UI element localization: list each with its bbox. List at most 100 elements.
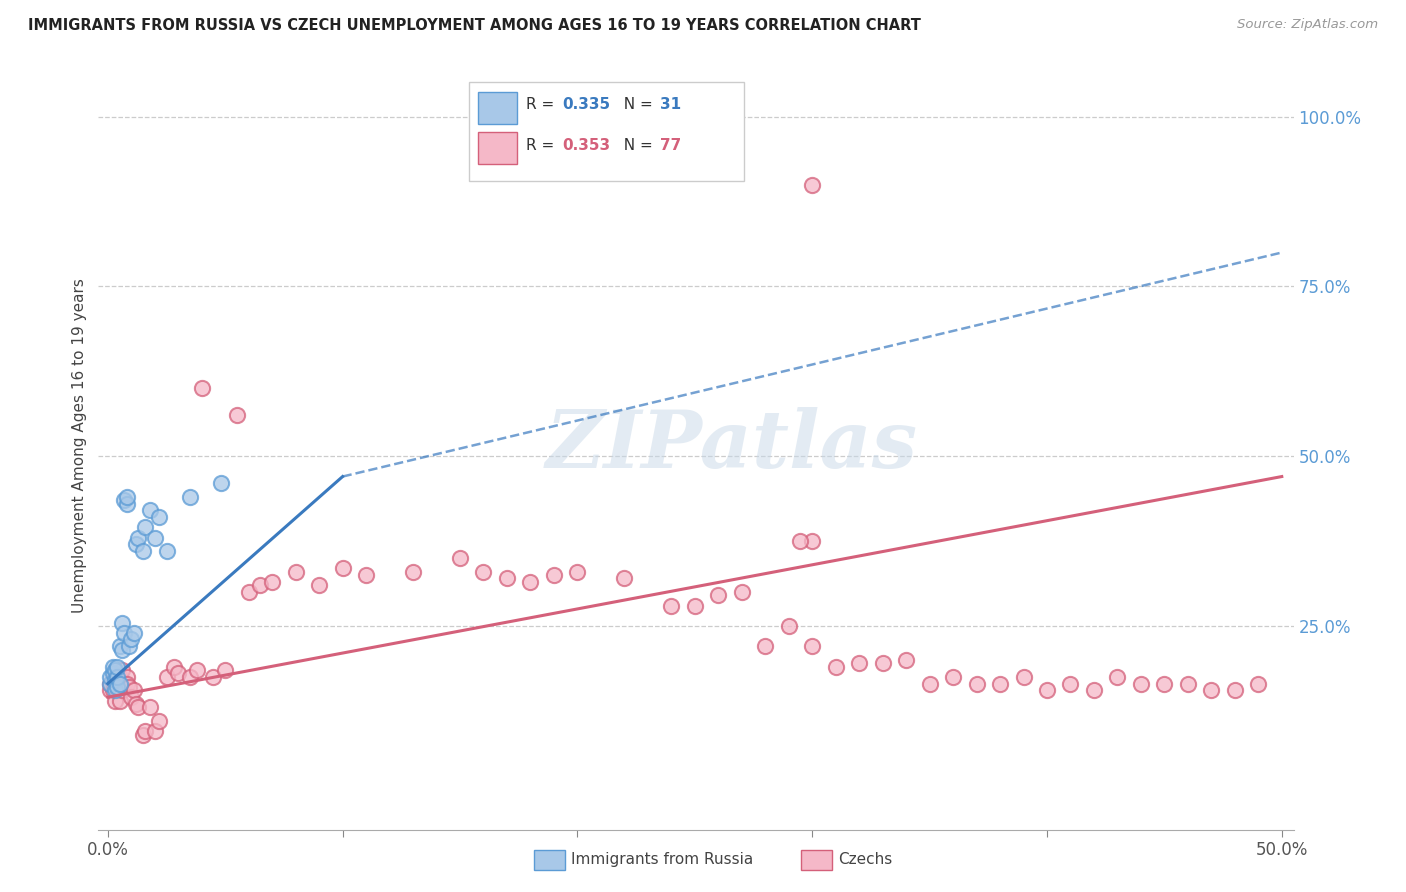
- Point: [754, 640, 776, 654]
- Point: [472, 565, 495, 579]
- Point: [778, 619, 800, 633]
- Point: [115, 670, 138, 684]
- Point: [120, 632, 142, 647]
- Point: [108, 693, 131, 707]
- Text: IMMIGRANTS FROM RUSSIA VS CZECH UNEMPLOYMENT AMONG AGES 16 TO 19 YEARS CORRELATI: IMMIGRANTS FROM RUSSIA VS CZECH UNEMPLOY…: [28, 18, 921, 33]
- Point: [101, 659, 124, 673]
- Point: [848, 657, 870, 671]
- Point: [125, 537, 148, 551]
- Text: ZIPatlas: ZIPatlas: [546, 408, 918, 484]
- Point: [1107, 670, 1129, 684]
- Point: [112, 676, 135, 690]
- Point: [101, 666, 124, 681]
- Point: [139, 503, 162, 517]
- Point: [1247, 676, 1270, 690]
- Text: N =: N =: [613, 97, 657, 112]
- Point: [1012, 670, 1035, 684]
- Point: [104, 680, 127, 694]
- Point: [519, 574, 541, 589]
- FancyBboxPatch shape: [478, 132, 517, 164]
- Point: [104, 673, 127, 688]
- Point: [111, 663, 134, 677]
- Point: [449, 551, 471, 566]
- Point: [659, 599, 682, 613]
- Point: [966, 676, 988, 690]
- Point: [108, 676, 131, 690]
- Point: [111, 642, 134, 657]
- Point: [101, 683, 124, 698]
- Point: [104, 683, 127, 698]
- Point: [1153, 676, 1175, 690]
- Point: [125, 697, 148, 711]
- Point: [918, 676, 941, 690]
- Point: [105, 680, 128, 694]
- Point: [354, 568, 377, 582]
- Point: [118, 680, 141, 694]
- Point: [179, 670, 201, 684]
- Point: [731, 585, 754, 599]
- Point: [186, 663, 208, 677]
- Point: [238, 585, 260, 599]
- Text: 77: 77: [661, 137, 682, 153]
- FancyBboxPatch shape: [470, 81, 744, 181]
- Point: [115, 490, 138, 504]
- Text: 0.353: 0.353: [562, 137, 610, 153]
- Point: [132, 727, 155, 741]
- Point: [402, 565, 425, 579]
- Text: 0.335: 0.335: [562, 97, 610, 112]
- Point: [1036, 683, 1059, 698]
- Point: [226, 409, 249, 423]
- Point: [308, 578, 330, 592]
- Text: 31: 31: [661, 97, 682, 112]
- Point: [98, 670, 121, 684]
- Text: R =: R =: [526, 97, 560, 112]
- Point: [120, 690, 142, 705]
- Point: [132, 544, 155, 558]
- Point: [209, 476, 232, 491]
- Point: [98, 683, 121, 698]
- Point: [1177, 676, 1199, 690]
- Point: [101, 673, 124, 688]
- Point: [108, 670, 131, 684]
- Point: [496, 571, 519, 585]
- Point: [284, 565, 307, 579]
- Point: [824, 659, 846, 673]
- Point: [214, 663, 236, 677]
- Point: [707, 588, 730, 602]
- Text: R =: R =: [526, 137, 560, 153]
- Point: [801, 178, 824, 192]
- Point: [148, 510, 170, 524]
- Point: [179, 490, 201, 504]
- Point: [122, 625, 145, 640]
- Point: [118, 640, 141, 654]
- Point: [112, 493, 135, 508]
- Point: [108, 640, 131, 654]
- Point: [1223, 683, 1246, 698]
- Point: [789, 534, 811, 549]
- Point: [1059, 676, 1081, 690]
- Point: [1083, 683, 1105, 698]
- Point: [127, 531, 149, 545]
- Point: [143, 724, 166, 739]
- Point: [1201, 683, 1223, 698]
- Point: [111, 615, 134, 630]
- Point: [105, 670, 128, 684]
- Point: [262, 574, 284, 589]
- Point: [104, 693, 127, 707]
- Point: [115, 497, 138, 511]
- Point: [162, 659, 184, 673]
- Point: [155, 670, 177, 684]
- Point: [332, 561, 354, 575]
- Point: [942, 670, 965, 684]
- Point: [249, 578, 271, 592]
- Point: [567, 565, 589, 579]
- Point: [543, 568, 565, 582]
- Point: [112, 625, 135, 640]
- Point: [1129, 676, 1152, 690]
- Point: [202, 670, 225, 684]
- Point: [111, 683, 134, 698]
- Y-axis label: Unemployment Among Ages 16 to 19 years: Unemployment Among Ages 16 to 19 years: [72, 278, 87, 614]
- Point: [801, 534, 824, 549]
- Point: [134, 724, 156, 739]
- Point: [190, 381, 212, 395]
